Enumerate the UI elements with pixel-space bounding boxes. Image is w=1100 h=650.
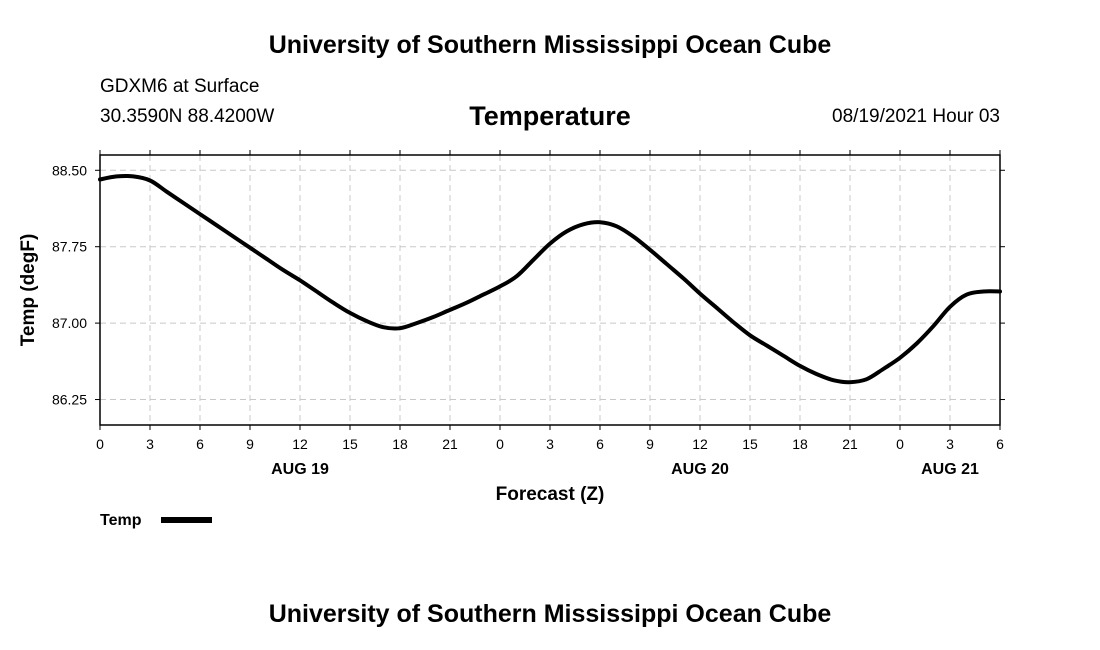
x-tick-label: 0	[496, 436, 504, 452]
x-tick-label: 12	[692, 436, 708, 452]
x-axis-title: Forecast (Z)	[496, 484, 605, 505]
bottom-title: University of Southern Mississippi Ocean…	[268, 600, 832, 628]
x-tick-label: 12	[292, 436, 308, 452]
legend: Temp	[100, 512, 212, 529]
date-label: AUG 20	[671, 461, 729, 478]
top-title: University of Southern Mississippi Ocean…	[268, 31, 832, 59]
x-tick-label: 21	[442, 436, 458, 452]
x-tick-label: 21	[842, 436, 858, 452]
y-axis-title: Temp (degF)	[18, 234, 39, 347]
x-tick-label: 0	[896, 436, 904, 452]
grid	[100, 155, 1000, 425]
coordinates-label: 30.3590N 88.4200W	[100, 106, 275, 127]
datetime-label: 08/19/2021 Hour 03	[832, 106, 1000, 127]
date-label: AUG 21	[921, 461, 979, 478]
x-tick-label: 9	[246, 436, 254, 452]
x-tick-label: 3	[546, 436, 554, 452]
y-tick-label: 87.00	[52, 315, 87, 331]
y-tick-label: 87.75	[52, 239, 87, 255]
x-tick-label: 3	[946, 436, 954, 452]
x-tick-label: 15	[342, 436, 358, 452]
x-tick-label: 18	[792, 436, 808, 452]
series-layer	[98, 173, 1002, 385]
y-tick-label: 86.25	[52, 392, 87, 408]
legend-label: Temp	[100, 512, 142, 529]
legend-swatch	[161, 517, 212, 523]
temp-series-line	[98, 173, 1002, 385]
x-tick-label: 6	[996, 436, 1004, 452]
x-tick-label: 0	[96, 436, 104, 452]
y-tick-label: 88.50	[52, 162, 87, 178]
x-tick-label: 3	[146, 436, 154, 452]
ticks	[95, 150, 1005, 430]
x-tick-label: 9	[646, 436, 654, 452]
x-tick-label: 15	[742, 436, 758, 452]
date-label: AUG 19	[271, 461, 329, 478]
x-tick-label: 6	[196, 436, 204, 452]
chart-title: Temperature	[469, 101, 631, 131]
station-label: GDXM6 at Surface	[100, 76, 260, 97]
x-tick-label: 18	[392, 436, 408, 452]
tick-labels: 0 3 6 9 12 15 18 21 0 3 6 9 12 15 18 21 0 3 6 86.25 87.00 87.…	[52, 162, 1004, 478]
x-tick-label: 6	[596, 436, 604, 452]
